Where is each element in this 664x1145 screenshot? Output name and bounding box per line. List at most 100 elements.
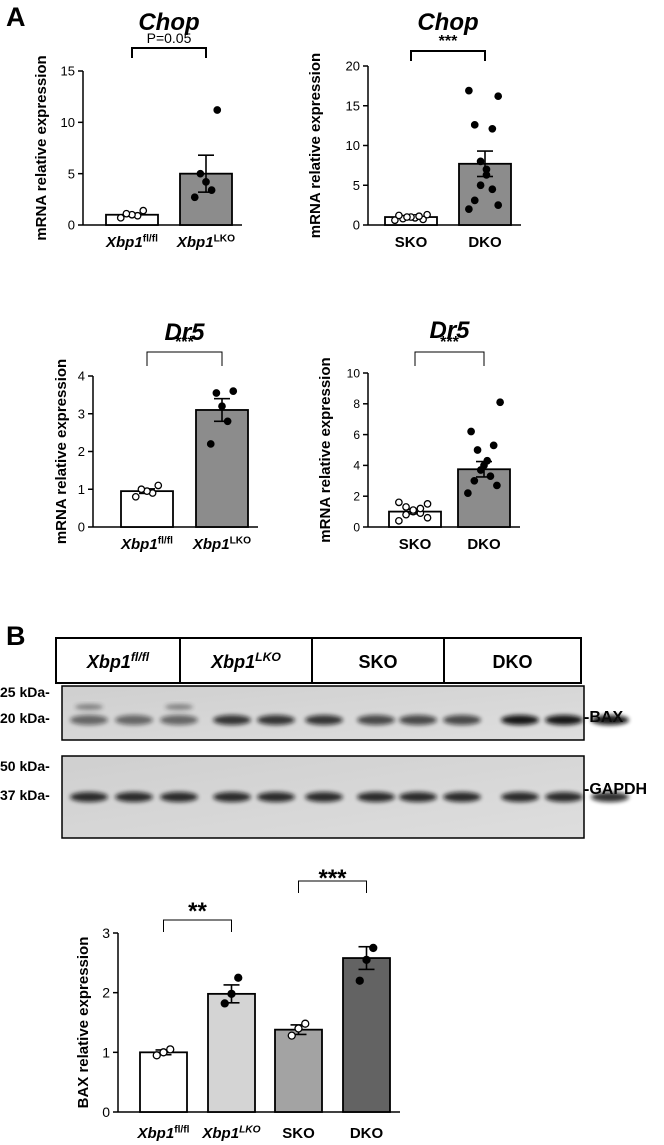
y-tick-label: 10	[346, 138, 360, 153]
bar	[274, 1028, 323, 1113]
bar	[120, 490, 174, 528]
data-point	[166, 1045, 175, 1054]
data-point	[423, 500, 432, 508]
significance-bracket	[131, 47, 207, 58]
data-point	[467, 427, 475, 436]
significance-label: ***	[175, 334, 194, 351]
data-point	[488, 185, 497, 194]
significance-bracket	[298, 880, 367, 893]
x-category-label: Xbp1fl/fl	[105, 233, 158, 251]
data-point	[403, 213, 411, 221]
y-tick-label: 2	[102, 985, 110, 1001]
y-axis-label: mRNA relative expression	[317, 357, 334, 542]
data-point	[234, 973, 243, 982]
x-category-label: DKO	[467, 536, 501, 553]
data-point	[196, 169, 205, 178]
blot-band	[357, 792, 395, 802]
y-tick-label: 4	[353, 459, 360, 473]
blot-band	[115, 715, 153, 725]
chart-title: Dr5	[164, 319, 205, 346]
data-point	[122, 209, 131, 218]
y-tick-label: 3	[78, 406, 85, 421]
data-point	[489, 441, 498, 450]
y-tick-label: 8	[353, 397, 360, 411]
x-category-label: Xbp1fl/fl	[137, 1124, 190, 1142]
y-tick-label: 0	[102, 1104, 110, 1120]
data-point	[470, 120, 479, 129]
data-point	[494, 201, 503, 209]
blot-band	[357, 715, 395, 725]
significance-bracket	[410, 50, 486, 61]
data-point	[496, 398, 504, 407]
y-tick-label: 20	[346, 59, 360, 74]
y-tick-label: 1	[78, 482, 85, 497]
y-axis-label: mRNA relative expression	[53, 359, 70, 544]
panel-label-a: A	[6, 2, 26, 32]
blot-band	[443, 792, 481, 802]
kda-marker: 20 kDa-	[0, 710, 50, 726]
x-category-label: Xbp1LKO	[176, 233, 235, 251]
data-point	[207, 186, 216, 194]
blot-band	[591, 792, 629, 802]
data-point	[154, 481, 163, 490]
bar	[457, 468, 511, 528]
chart-dr5-sko-vs-dko: Dr5 mRNA relative expression 0 2 4 6 8 10 SKO DKO…	[317, 317, 520, 553]
y-tick-label: 6	[353, 428, 360, 442]
chart-dr5-floxed-vs-lko: Dr5 mRNA relative expression 0 1 2 3 4 Xbp1fl/f…	[53, 319, 258, 553]
data-point	[423, 210, 431, 219]
data-point	[483, 456, 492, 465]
y-tick-label: 5	[353, 178, 360, 193]
blot-group-label: Xbp1fl/fl	[86, 650, 150, 672]
blot-band	[115, 792, 153, 802]
data-point	[465, 205, 473, 213]
y-tick-label: 5	[68, 166, 75, 181]
data-point	[402, 510, 410, 519]
y-tick-label: 10	[347, 366, 361, 380]
data-point	[159, 1048, 168, 1057]
blot-header	[55, 637, 582, 684]
chart-title: Dr5	[429, 317, 470, 344]
significance-label: P=0.05	[147, 30, 192, 46]
data-point	[301, 1019, 310, 1028]
data-point	[218, 402, 226, 411]
data-point	[355, 976, 364, 985]
y-tick-label: 2	[78, 444, 85, 459]
blot-band	[70, 792, 108, 802]
blot-band	[501, 792, 539, 802]
blot-band	[545, 792, 583, 802]
data-point	[395, 516, 403, 525]
data-point	[287, 1031, 296, 1040]
blot-band	[160, 792, 198, 802]
y-tick-label: 4	[78, 369, 85, 384]
data-point	[152, 1051, 161, 1060]
significance-label: ***	[439, 33, 458, 50]
y-axis-label: mRNA relative expression	[33, 55, 50, 240]
data-point	[476, 157, 485, 166]
data-point	[488, 124, 497, 133]
data-point	[409, 506, 418, 514]
data-point	[476, 181, 485, 190]
data-point	[473, 446, 482, 454]
panel-label-b: B	[6, 621, 26, 651]
data-point	[391, 216, 399, 225]
data-point	[464, 489, 472, 497]
blot-group-label: Xbp1LKO	[210, 650, 281, 672]
y-tick-label: 1	[102, 1044, 110, 1060]
data-point	[116, 213, 125, 222]
data-point	[220, 999, 229, 1008]
data-point	[395, 211, 403, 220]
data-point	[362, 955, 371, 964]
bar	[139, 1051, 188, 1113]
blot-band-upper	[165, 704, 193, 710]
x-category-label: SKO	[399, 536, 432, 553]
y-axis-label: BAX relative expression	[75, 937, 92, 1109]
x-category-label: DKO	[350, 1125, 384, 1142]
data-point	[465, 86, 473, 95]
chart-title: Chop	[138, 9, 199, 36]
blot-band	[257, 792, 295, 802]
significance-bracket	[414, 351, 485, 366]
y-axis-label: mRNA relative expression	[307, 53, 324, 238]
data-point	[482, 165, 491, 174]
data-point	[493, 481, 501, 490]
